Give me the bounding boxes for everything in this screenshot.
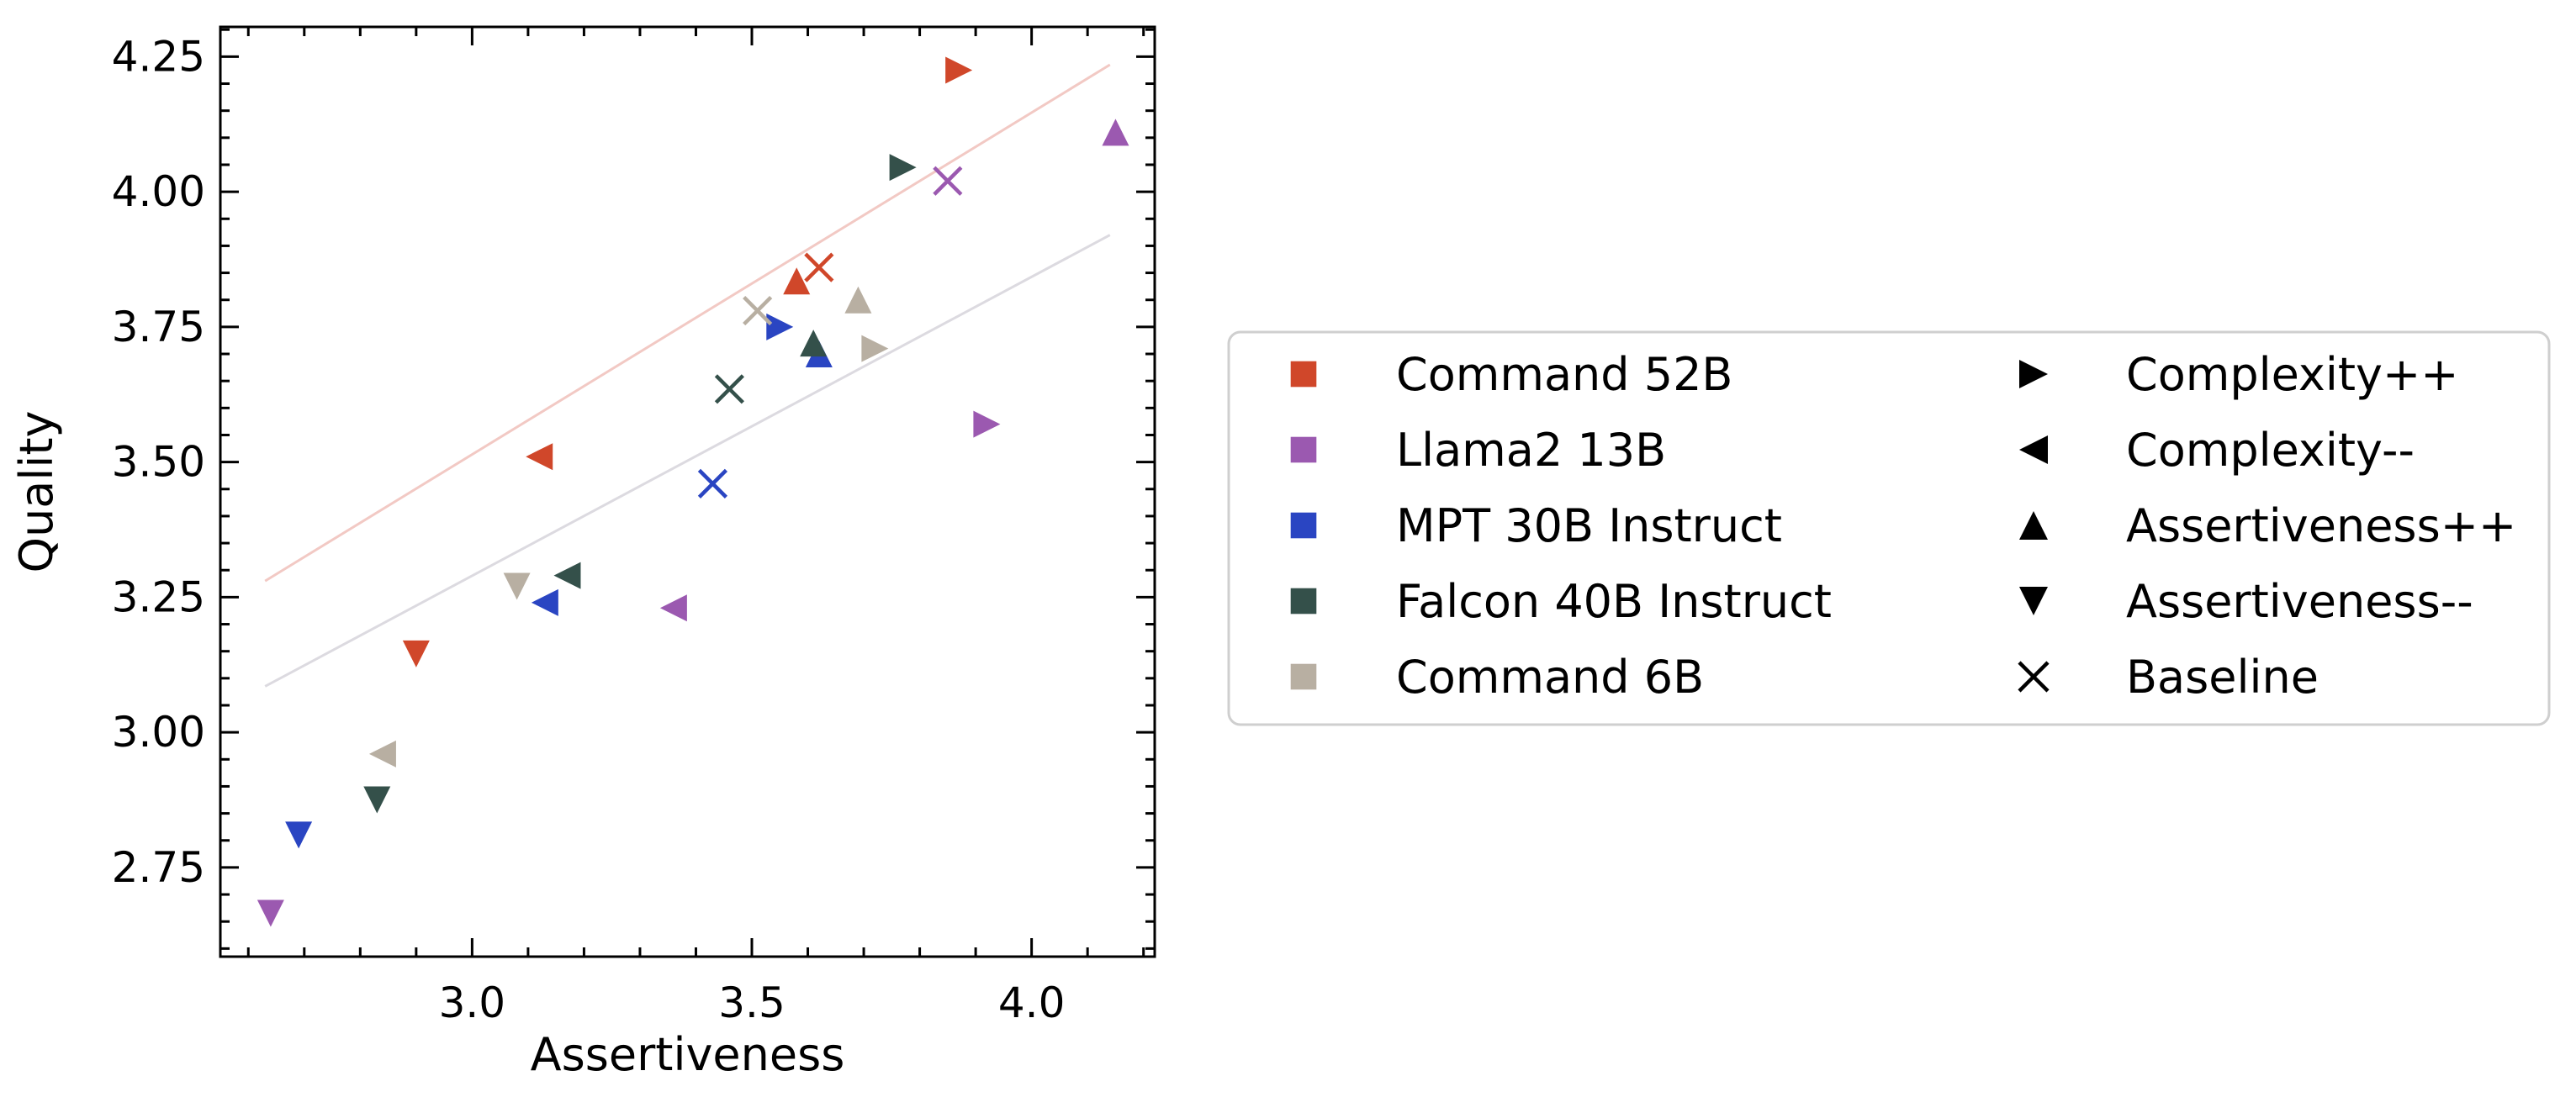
data-point bbox=[945, 56, 973, 84]
legend-entries: Command 52B Llama2 13B MPT 30B Instruct Fal… bbox=[1290, 348, 2516, 704]
legend-label: Complexity-- bbox=[2126, 424, 2415, 477]
legend-swatch bbox=[1290, 361, 1317, 388]
axis-ticks bbox=[220, 27, 1155, 957]
data-point bbox=[363, 786, 391, 814]
legend-swatch bbox=[1290, 512, 1317, 539]
legend: Command 52B Llama2 13B MPT 30B Instruct Fal… bbox=[1227, 330, 2551, 726]
legend-swatch bbox=[1290, 588, 1317, 615]
x-tick-label: 4.0 bbox=[998, 978, 1066, 1027]
y-tick-label: 3.75 bbox=[112, 303, 205, 351]
legend-label: Falcon 40B Instruct bbox=[1396, 575, 1832, 628]
legend-marker bbox=[2018, 661, 2050, 693]
data-point bbox=[800, 330, 828, 357]
y-tick-label: 4.25 bbox=[112, 32, 205, 81]
data-points bbox=[257, 56, 1129, 927]
x-tick-label: 3.0 bbox=[439, 978, 506, 1027]
data-point bbox=[783, 267, 811, 295]
legend-swatch bbox=[1290, 663, 1317, 690]
data-point bbox=[531, 588, 558, 616]
legend-label: Command 6B bbox=[1396, 651, 1704, 704]
data-point bbox=[714, 374, 744, 404]
y-tick-label: 3.50 bbox=[112, 438, 205, 487]
legend-label: Assertiveness++ bbox=[2126, 499, 2516, 552]
y-tick-label: 2.75 bbox=[112, 843, 205, 892]
data-point bbox=[973, 410, 1001, 438]
data-point bbox=[743, 295, 773, 326]
data-point bbox=[257, 899, 284, 927]
data-point bbox=[889, 154, 917, 182]
plot-frame bbox=[219, 25, 1156, 958]
data-point bbox=[659, 594, 687, 622]
legend-label: Baseline bbox=[2126, 651, 2319, 704]
legend-marker bbox=[2019, 360, 2048, 388]
legend-label: Complexity++ bbox=[2126, 348, 2458, 401]
data-point bbox=[1102, 119, 1129, 146]
data-point bbox=[368, 740, 396, 767]
legend-marker bbox=[2019, 511, 2048, 540]
data-point bbox=[526, 443, 553, 471]
x-tick-label: 3.5 bbox=[718, 978, 785, 1027]
trend-line-2 bbox=[264, 234, 1111, 688]
trend-lines bbox=[264, 63, 1111, 688]
legend-label: Command 52B bbox=[1396, 348, 1732, 401]
data-point bbox=[553, 562, 581, 589]
data-point bbox=[697, 468, 728, 498]
data-point bbox=[285, 821, 313, 849]
x-axis-label: Assertiveness bbox=[531, 1028, 845, 1081]
legend-label: Assertiveness-- bbox=[2126, 575, 2473, 628]
tick-labels: 3.0 3.5 4.0 2.75 3.00 3.25 3.50 3.75 4.00 4.25 bbox=[112, 32, 1066, 1027]
y-axis-label: Quality bbox=[10, 411, 63, 573]
legend-marker bbox=[2019, 587, 2048, 615]
data-point bbox=[402, 640, 430, 667]
data-point bbox=[503, 572, 531, 600]
legend-label: Llama2 13B bbox=[1396, 424, 1666, 477]
data-point bbox=[844, 286, 872, 314]
y-tick-label: 4.00 bbox=[112, 167, 205, 216]
legend-label: MPT 30B Instruct bbox=[1396, 499, 1782, 552]
data-point bbox=[861, 335, 889, 362]
data-point bbox=[933, 166, 963, 196]
y-tick-label: 3.25 bbox=[112, 572, 205, 621]
data-point bbox=[766, 313, 794, 340]
legend-box bbox=[1227, 330, 2551, 726]
legend-swatch bbox=[1290, 436, 1317, 463]
trend-line-1 bbox=[264, 63, 1111, 583]
data-point bbox=[804, 252, 834, 282]
y-tick-label: 3.00 bbox=[112, 708, 205, 757]
legend-marker bbox=[2019, 435, 2048, 464]
